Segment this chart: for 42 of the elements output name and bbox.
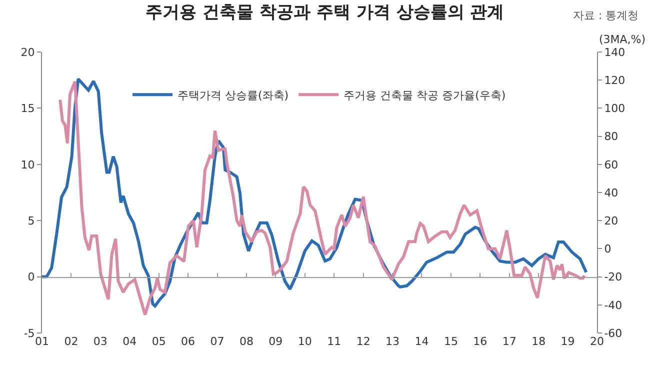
- x-tick-label: 15: [444, 335, 458, 348]
- y-tick-label: 10: [20, 158, 35, 172]
- y-tick-label: 0: [28, 270, 35, 284]
- legend-label: 주택가격 상승률(좌축): [178, 88, 289, 102]
- x-tick-label: 09: [268, 335, 283, 348]
- y2-tick-label: 120: [604, 74, 626, 87]
- x-tick-label: 12: [356, 335, 370, 348]
- y-tick-label: 15: [20, 102, 35, 116]
- x-tick-label: 16: [473, 335, 488, 348]
- x-tick-label: 08: [239, 335, 254, 348]
- x-tick-label: 10: [298, 335, 312, 348]
- y2-tick-label: 100: [604, 102, 626, 116]
- x-tick-label: 20: [590, 335, 604, 348]
- y-tick-label: -5: [24, 326, 35, 340]
- y2-tick-label: 60: [604, 158, 618, 172]
- x-tick-label: 14: [414, 335, 429, 348]
- chart-title: 주거용 건축물 착공과 주택 가격 상승률의 관계: [146, 2, 504, 23]
- y-tick-label: 5: [28, 214, 35, 228]
- y2-tick-label: 80: [604, 130, 618, 144]
- x-tick-label: 01: [35, 335, 49, 348]
- x-tick-label: 19: [560, 335, 575, 348]
- y2-tick-label: -60: [604, 326, 622, 340]
- text: 자료 : 통계청: [573, 9, 639, 22]
- y2-tick-label: -20: [604, 270, 622, 284]
- x-tick-label: 07: [210, 335, 224, 348]
- x-tick-label: 03: [93, 335, 108, 348]
- y2-axis-title: (3MA,%): [599, 33, 646, 46]
- x-tick-label: 02: [64, 335, 78, 348]
- y2-tick-label: 140: [604, 46, 626, 59]
- x-tick-label: 13: [386, 335, 400, 348]
- legend-label: 주거용 건축물 착공 증가율(우축): [344, 88, 506, 102]
- x-tick-label: 04: [122, 335, 137, 348]
- y2-tick-label: 40: [604, 186, 618, 200]
- y2-tick-label: 0: [604, 242, 612, 256]
- y2-tick-label: -40: [604, 298, 622, 312]
- y-tick-label: 20: [20, 46, 35, 59]
- x-tick-label: 05: [152, 335, 166, 348]
- x-tick-label: 17: [502, 335, 516, 348]
- y2-tick-label: 20: [604, 214, 618, 228]
- x-tick-label: 18: [532, 335, 546, 348]
- x-tick-label: 11: [327, 335, 342, 348]
- x-tick-label: 06: [181, 335, 196, 348]
